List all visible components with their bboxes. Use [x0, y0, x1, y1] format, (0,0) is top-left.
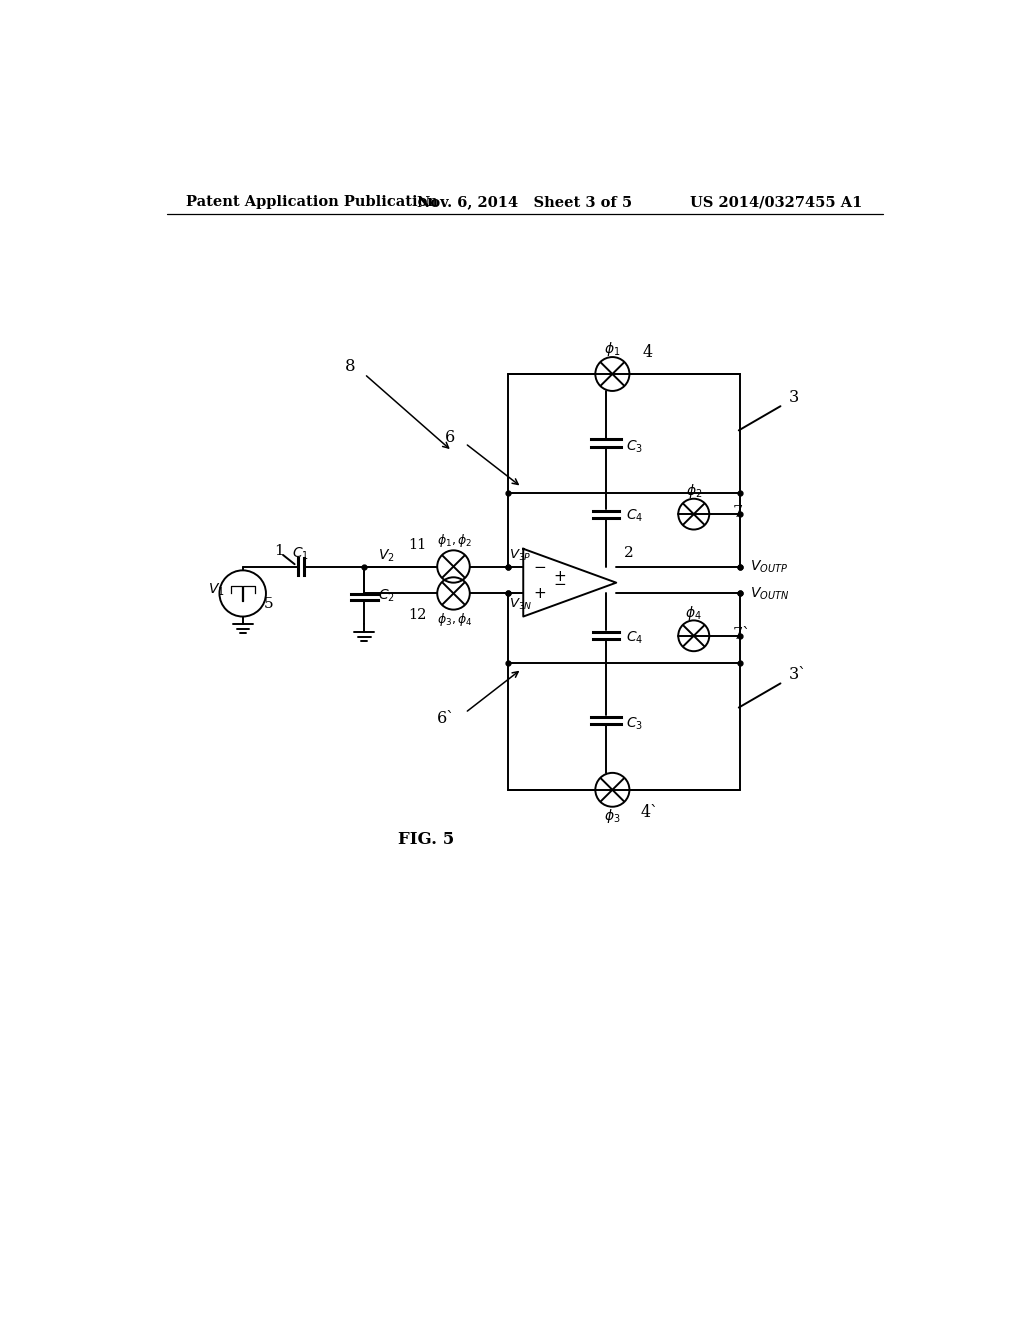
- Text: 2: 2: [624, 546, 634, 561]
- Text: $C_2$: $C_2$: [378, 587, 395, 605]
- Text: $\phi_1$: $\phi_1$: [604, 341, 621, 358]
- Text: $\phi_2$: $\phi_2$: [685, 482, 701, 500]
- Text: 3: 3: [788, 388, 799, 405]
- Text: 3`: 3`: [788, 665, 807, 682]
- Text: Patent Application Publication: Patent Application Publication: [186, 195, 438, 210]
- Text: $\phi_3,\phi_4$: $\phi_3,\phi_4$: [437, 611, 473, 628]
- Text: $+$: $+$: [553, 570, 566, 585]
- Text: FIG. 5: FIG. 5: [398, 832, 455, 849]
- Text: $V_{OUTP}$: $V_{OUTP}$: [750, 558, 787, 574]
- Text: 6`: 6`: [437, 710, 455, 727]
- Text: $\phi_1,\phi_2$: $\phi_1,\phi_2$: [437, 532, 473, 549]
- Text: $C_3$: $C_3$: [627, 438, 643, 454]
- Text: $V_2$: $V_2$: [378, 548, 395, 564]
- Text: 4`: 4`: [641, 804, 658, 821]
- Text: $V_{OUTN}$: $V_{OUTN}$: [750, 585, 788, 602]
- Text: 7: 7: [732, 504, 742, 521]
- Text: 1: 1: [274, 544, 284, 558]
- Text: $-$: $-$: [534, 558, 547, 573]
- Text: $V_{3N}$: $V_{3N}$: [509, 597, 532, 611]
- Text: $+$: $+$: [534, 587, 547, 601]
- Text: $C_3$: $C_3$: [627, 715, 643, 731]
- Text: $V_{3P}$: $V_{3P}$: [509, 548, 531, 564]
- Text: 4: 4: [643, 345, 653, 360]
- Text: Nov. 6, 2014   Sheet 3 of 5: Nov. 6, 2014 Sheet 3 of 5: [417, 195, 633, 210]
- Text: 11: 11: [409, 539, 426, 552]
- Text: $-$: $-$: [553, 576, 566, 590]
- Text: 12: 12: [408, 609, 426, 622]
- Text: 6: 6: [444, 429, 455, 446]
- Text: 5: 5: [264, 597, 273, 611]
- Text: 7`: 7`: [732, 626, 751, 643]
- Text: 8: 8: [345, 358, 356, 375]
- Text: $V_1$: $V_1$: [208, 581, 224, 598]
- Text: US 2014/0327455 A1: US 2014/0327455 A1: [690, 195, 862, 210]
- Text: $C_1$: $C_1$: [293, 545, 309, 561]
- Text: $\phi_3$: $\phi_3$: [604, 807, 621, 825]
- Text: $C_4$: $C_4$: [626, 507, 643, 524]
- Text: $\phi_4$: $\phi_4$: [685, 603, 702, 622]
- Text: $C_4$: $C_4$: [626, 630, 643, 645]
